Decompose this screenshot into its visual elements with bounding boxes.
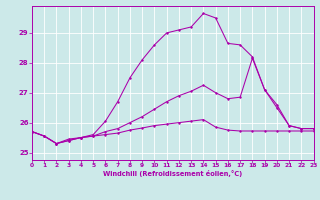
X-axis label: Windchill (Refroidissement éolien,°C): Windchill (Refroidissement éolien,°C) [103, 170, 243, 177]
